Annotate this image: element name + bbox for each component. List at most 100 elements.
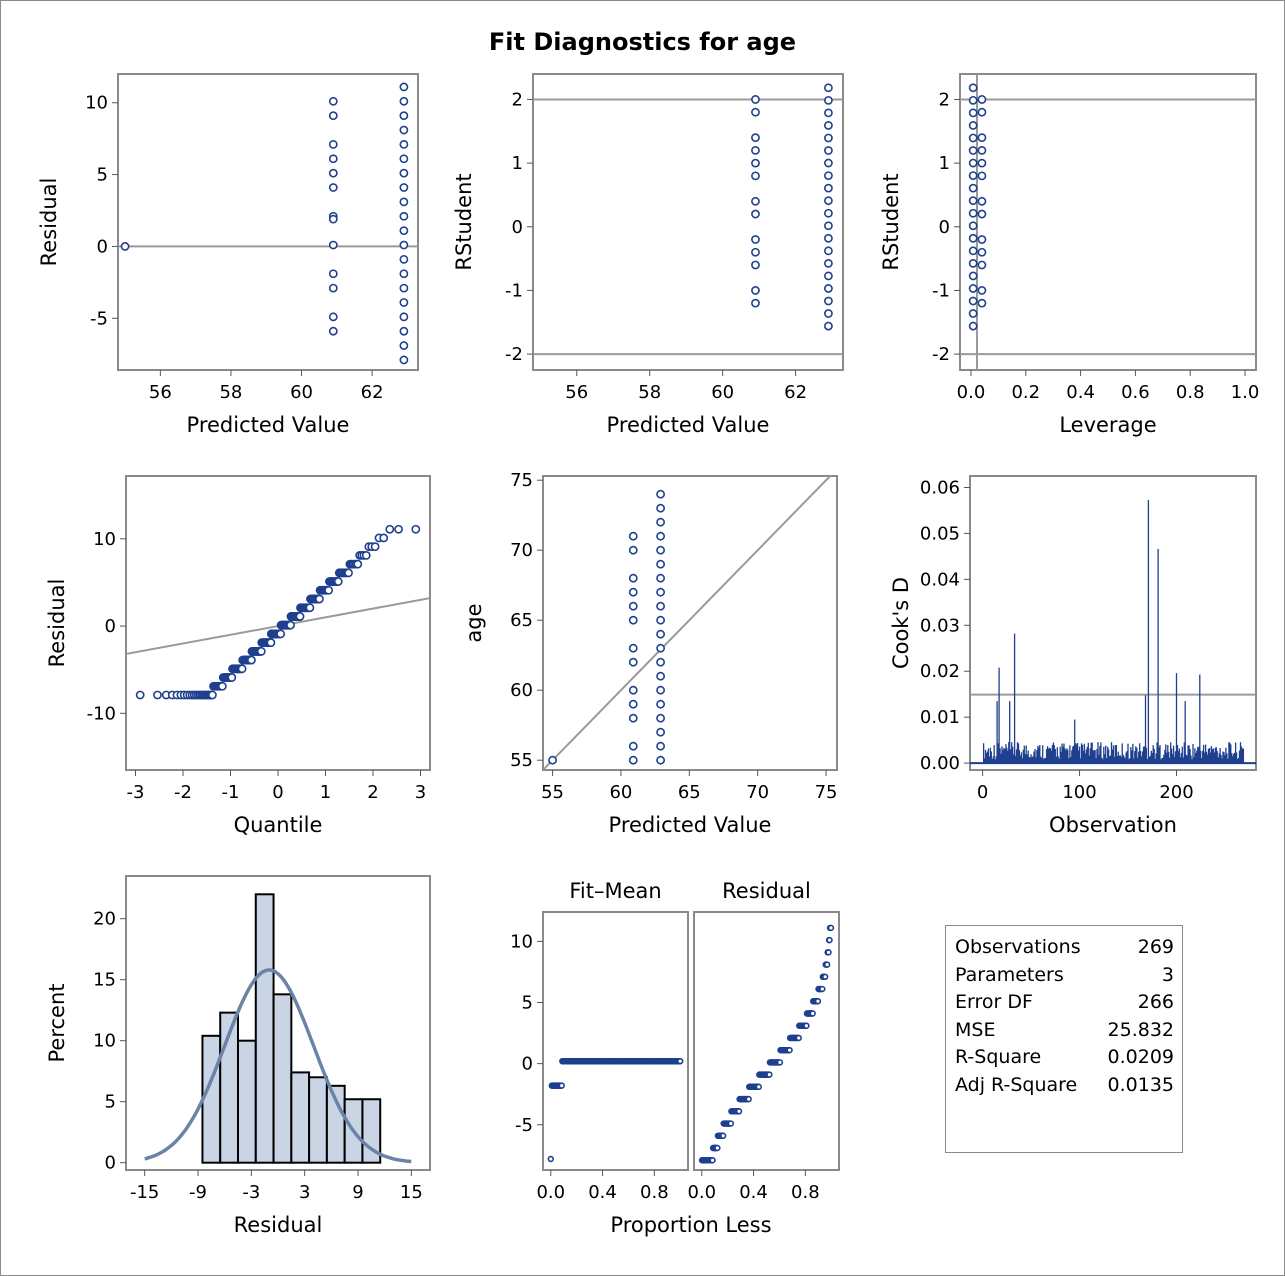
data-point (977, 107, 987, 117)
data-point (656, 671, 665, 681)
y-tick-label: 5 (522, 992, 533, 1013)
stat-row-error-df: Error DF 266 (955, 991, 1174, 1014)
resid_vs_pred-plot-area (118, 82, 418, 365)
data-point (968, 221, 978, 231)
data-point (824, 83, 833, 93)
data-point (968, 171, 978, 180)
data-point (547, 1155, 554, 1163)
x-tick-label: 0 (272, 782, 283, 803)
data-point (824, 183, 833, 193)
y-tick-label: -1 (932, 280, 950, 301)
data-point (399, 298, 409, 307)
chart-age_vs_pred: 55 60 65 70 75 55 60 65 70 75 Predicted Value age (462, 470, 838, 837)
data-point (977, 95, 987, 104)
data-point (968, 284, 978, 293)
data-point (328, 240, 338, 250)
chart-rstudent_vs_leverage: 0.0 0.2 0.4 0.6 0.8 1.0 -2 -1 0 1 2 Leverage RStuden… (879, 73, 1259, 437)
data-point (824, 108, 833, 118)
data-point (827, 924, 835, 932)
data-point (751, 235, 760, 244)
x-tick-label: 0.4 (1066, 382, 1095, 403)
data-point (751, 133, 760, 143)
rstudent_vs_leverage-frame (959, 73, 1257, 371)
y-tick-label: 0.04 (920, 569, 960, 590)
rf_fit_mean-plot-area (547, 1057, 684, 1163)
x-tick-label: 62 (361, 382, 384, 403)
data-point (548, 755, 557, 765)
data-point (370, 542, 380, 552)
data-point (656, 713, 665, 723)
data-point (208, 690, 217, 700)
histogram-bar (308, 1076, 328, 1164)
y-tick-label: 0.06 (920, 477, 960, 498)
y-axis-label: Percent (45, 983, 69, 1062)
data-point (656, 587, 665, 597)
data-point (968, 196, 978, 206)
y-tick-label: 10 (510, 931, 533, 952)
data-point (824, 258, 833, 268)
data-point (628, 713, 638, 723)
data-point (399, 269, 409, 279)
data-point (819, 985, 826, 993)
data-point (751, 145, 760, 155)
y-tick-label: 0.01 (920, 707, 960, 728)
y-tick-label: 55 (510, 750, 533, 771)
data-point (677, 1057, 684, 1065)
age_vs_pred-frame (542, 475, 838, 771)
x-tick-label: 75 (815, 782, 838, 803)
y-tick-label: -5 (90, 308, 108, 329)
x-tick-label: 3 (299, 1182, 310, 1203)
x-axis-label: Residual (234, 1213, 323, 1237)
data-point (751, 107, 760, 117)
data-point (656, 727, 665, 737)
x-axis-label: Predicted Value (187, 413, 350, 437)
y-tick-label: 20 (93, 909, 116, 930)
data-point (399, 197, 409, 207)
data-point (751, 247, 760, 257)
data-point (399, 82, 409, 92)
x-tick-label: 58 (638, 382, 661, 403)
data-point (256, 646, 266, 656)
histogram-bar (290, 1071, 311, 1164)
age_vs_pred-plot-area (543, 476, 831, 770)
data-point (628, 699, 638, 709)
data-point (315, 594, 324, 604)
y-axis-label: RStudent (879, 173, 903, 270)
data-point (968, 121, 978, 130)
data-point (399, 355, 409, 365)
data-point (826, 936, 833, 944)
x-tick-label: 0.6 (1121, 382, 1150, 403)
data-point (328, 183, 338, 192)
y-tick-label: -10 (87, 703, 116, 724)
x-axis-label: Leverage (1059, 413, 1156, 437)
cooks_d-frame (969, 475, 1257, 771)
data-point (399, 226, 409, 236)
data-point (328, 312, 338, 322)
x-tick-label: 0.0 (687, 1182, 716, 1203)
data-point (824, 133, 833, 143)
data-point (328, 111, 338, 121)
y-tick-label: 10 (85, 93, 108, 114)
cooks-d-needles (982, 499, 1245, 764)
data-point (237, 664, 247, 674)
x-tick-label: 1 (320, 782, 331, 803)
data-point (385, 524, 395, 534)
figure-title: Fit Diagnostics for age (488, 28, 797, 56)
data-point (977, 247, 987, 257)
rf_residual-frame (693, 911, 840, 1171)
data-point (656, 699, 665, 709)
data-point (399, 283, 409, 293)
data-point (656, 503, 665, 513)
stat-row-parameters: Parameters 3 (955, 963, 1174, 986)
data-point (776, 1059, 784, 1066)
data-point (968, 83, 978, 93)
data-point (353, 559, 363, 569)
y-tick-label: 1 (939, 153, 950, 174)
rstudent_vs_pred-frame (532, 73, 844, 371)
data-point (824, 121, 833, 130)
data-point (751, 171, 760, 181)
data-point (977, 145, 987, 155)
y-tick-label: 70 (510, 540, 533, 561)
data-point (824, 196, 833, 206)
y-tick-label: 0.05 (920, 523, 960, 544)
